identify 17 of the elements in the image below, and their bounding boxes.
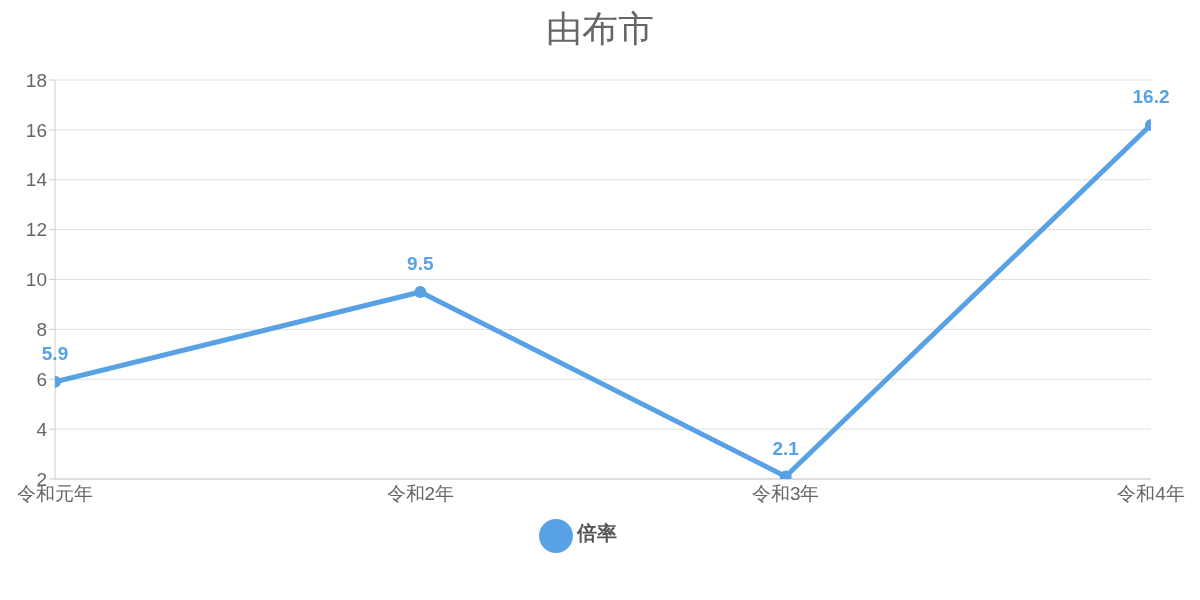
y-tick-label: 12: [25, 219, 47, 241]
y-tick-label: 4: [36, 418, 48, 440]
y-tick-label: 6: [36, 368, 47, 390]
data-label: 9.5: [407, 252, 434, 274]
x-tick-label: 令和3年: [751, 483, 820, 505]
x-tick-label: 令和2年: [386, 483, 455, 505]
y-tick-label: 10: [25, 269, 47, 291]
x-tick-label: 令和4年: [1117, 483, 1185, 505]
data-label: 5.9: [41, 342, 69, 364]
y-tick-label: 16: [25, 119, 47, 141]
data-label: 2.1: [772, 437, 800, 459]
data-label: 16.2: [1132, 85, 1170, 107]
y-tick-label: 14: [25, 169, 48, 191]
y-tick-label: 18: [25, 69, 47, 91]
chart-title: 由布市: [545, 8, 655, 51]
y-tick-label: 8: [36, 319, 47, 341]
legend-label: 倍率: [577, 522, 617, 545]
